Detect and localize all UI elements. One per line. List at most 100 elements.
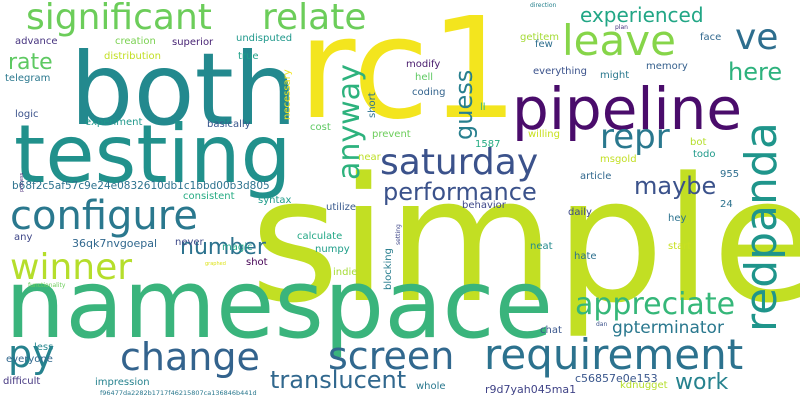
word-appreciate: appreciate (575, 287, 736, 322)
word-significant: significant (26, 0, 212, 38)
word-superior: superior (172, 37, 214, 48)
word-leave: leave (562, 16, 676, 65)
word-ll: ll (480, 102, 486, 113)
word-testing: testing (14, 108, 292, 201)
word-experiment: experiment (85, 117, 143, 128)
word-coding: coding (412, 87, 446, 98)
word-both: both (70, 31, 298, 148)
word-undisputed: undisputed (236, 33, 293, 44)
word-few: few (535, 39, 553, 50)
word-daily: daily (568, 207, 592, 218)
word-process: process (19, 172, 25, 192)
word-translucent: translucent (270, 366, 407, 394)
word-syntax: syntax (258, 195, 292, 206)
word-bot: bot (690, 137, 707, 148)
word-screen: screen (328, 334, 455, 378)
word-gpterminator: gpterminator (612, 318, 724, 338)
word-repr: repr (600, 117, 670, 157)
word-here: here (728, 58, 783, 86)
word-guess: guess (450, 69, 478, 140)
word-any: any (14, 232, 33, 243)
word-performance: performance (383, 178, 537, 206)
word-955: 955 (720, 169, 740, 180)
word-consistent: consistent (183, 191, 235, 202)
word-near: near (358, 152, 381, 163)
word-24: 24 (720, 199, 733, 210)
word-blocking: blocking (383, 248, 394, 290)
word-36qk7nvgoepal: 36qk7nvgoepal (72, 237, 158, 250)
word-behavior: behavior (462, 200, 506, 211)
word-willing: willing (528, 129, 560, 140)
word-maybe: maybe (634, 172, 717, 200)
word-hash-b68f2c5a: b68f2c5af57c9e24e0832610db1c1bbd00b3d805 (12, 180, 270, 192)
word-setting: setting (395, 224, 402, 245)
word-less: less (34, 342, 54, 353)
word-basically: basically (207, 119, 251, 130)
word-change: change (120, 335, 260, 379)
word-short: short (367, 92, 378, 118)
word-py: py (8, 332, 55, 376)
word-everyone: everyone (6, 354, 53, 365)
word-memory: memory (646, 61, 688, 72)
word-pipeline: pipeline (512, 75, 743, 143)
word-difficult: difficult (3, 376, 41, 387)
word-simple: simple (250, 140, 800, 341)
word-might: might (600, 70, 630, 81)
word-distribution: distribution (104, 51, 161, 62)
word-getitem: getitem (520, 32, 560, 43)
word-everything: everything (533, 66, 587, 77)
word-impression: impression (95, 377, 150, 388)
word-hate: hate (574, 251, 597, 262)
word-numpy: numpy (315, 244, 350, 255)
word-plan: plan (615, 24, 628, 31)
word-configure: configure (10, 193, 198, 239)
word-neat: neat (530, 241, 553, 252)
word-magic: magic (222, 242, 253, 253)
word-redpanda: redpanda (736, 122, 787, 332)
word-prevent: prevent (372, 129, 411, 140)
word-ve: ve (735, 17, 779, 58)
word-c56857e0e153: c56857e0e153 (575, 372, 658, 385)
word-modify: modify (406, 59, 441, 70)
word-start: start (668, 241, 692, 252)
word-hash-f96477da: f96477da2282b1717f46215807ca136846b441d (100, 389, 257, 397)
word-saturday: saturday (380, 142, 539, 183)
word-true: true (238, 51, 259, 62)
word-namespace: namespace (5, 250, 554, 360)
word-r9d7yah045ma1: r9d7yah045ma1 (485, 383, 577, 396)
word-hell: hell (415, 72, 434, 83)
word-chat: chat (540, 325, 562, 336)
word-never: never (175, 237, 204, 248)
word-dan: dan (596, 321, 608, 328)
word-calculate: calculate (297, 231, 343, 242)
word-msgold: msgold (600, 154, 637, 165)
word-cost: cost (310, 122, 331, 133)
word-todo: todo (693, 149, 716, 160)
word-winner: winner (10, 247, 133, 288)
word-functionality: functionality (28, 282, 66, 289)
word-requirement: requirement (484, 330, 744, 379)
word-face: face (700, 32, 722, 43)
word-creation: creation (115, 36, 156, 47)
word-rate: rate (8, 50, 53, 75)
word-telegram: telegram (5, 73, 51, 84)
word-number: number (180, 235, 266, 260)
word-graphed: graphed (205, 261, 226, 267)
word-hey: hey (668, 213, 687, 224)
word-experienced: experienced (580, 3, 704, 27)
word-logic: logic (15, 109, 39, 120)
word-work: work (675, 370, 729, 395)
word-relate: relate (262, 0, 367, 38)
word-necessary: necessary (282, 69, 293, 120)
word-1587: 1587 (475, 139, 501, 150)
word-rc1: rc1 (298, 0, 519, 151)
word-indie: indie (333, 267, 358, 278)
word-article: article (580, 171, 612, 182)
word-advance: advance (15, 36, 58, 47)
word-direction: direction (530, 2, 557, 9)
word-whole: whole (416, 381, 446, 392)
word-utilize: utilize (326, 202, 356, 213)
word-kdnugget: kdnugget (620, 380, 668, 391)
word-shot: shot (246, 257, 268, 268)
